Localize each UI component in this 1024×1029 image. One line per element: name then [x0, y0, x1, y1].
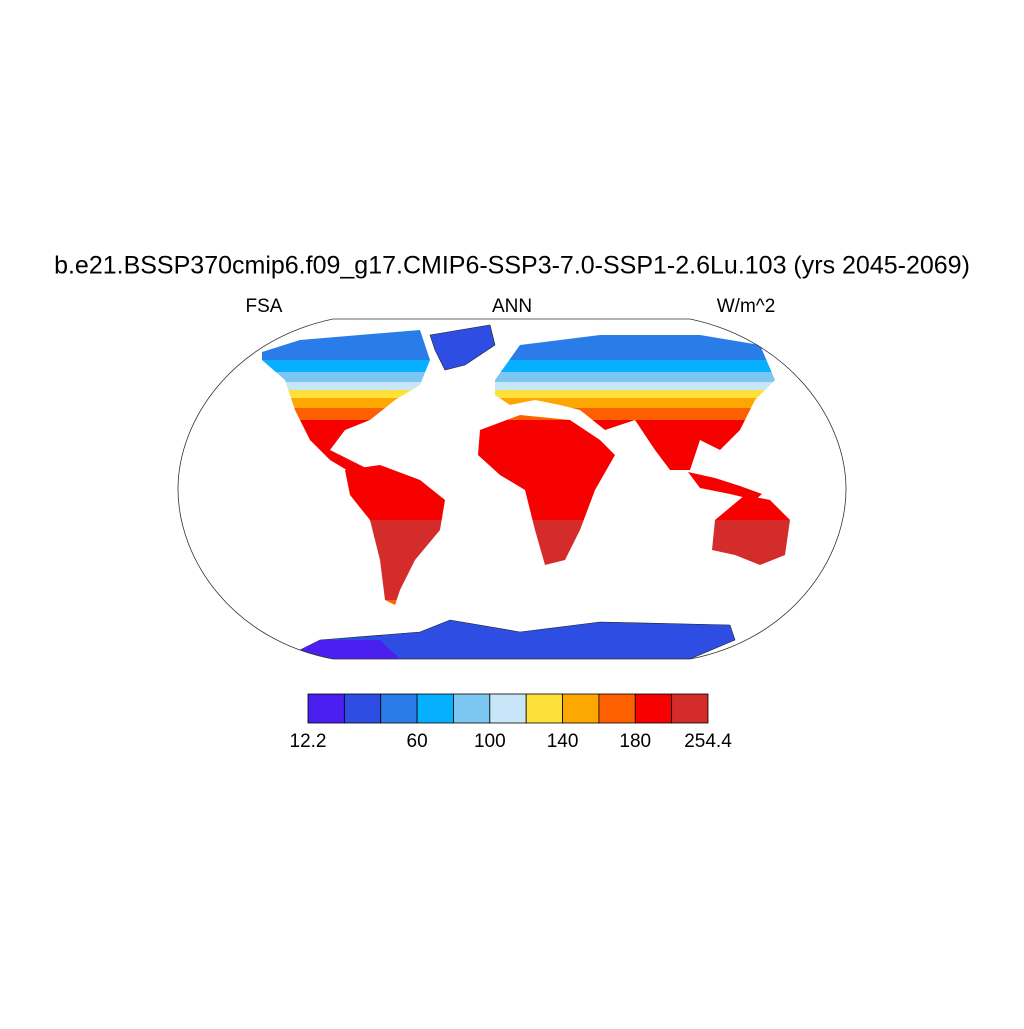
title: b.e21.BSSP370cmip6.f09_g17.CMIP6-SSP3-7.… [54, 252, 970, 280]
colorbar-box [671, 693, 709, 724]
map [262, 324, 790, 659]
left-label: FSA [246, 296, 283, 317]
colorbar-box [380, 693, 418, 724]
colorbar-box [489, 693, 527, 724]
map-border [177, 318, 847, 660]
land-band [262, 382, 790, 390]
land [262, 330, 790, 605]
land-band [262, 390, 790, 398]
colorbar-box [562, 693, 600, 724]
greenland [429, 324, 496, 371]
colorbar-box [453, 693, 491, 724]
land-band [262, 420, 790, 470]
colorbar-box [634, 693, 673, 724]
land-band [262, 470, 790, 520]
center-label: ANN [492, 296, 532, 317]
antarctica-west [300, 640, 400, 659]
land-band [262, 330, 790, 360]
land-band [262, 520, 790, 600]
colorbar-label: 100 [474, 731, 506, 752]
colorbar-box [598, 693, 636, 724]
colorbar: 12.2 60 100 140 180 254.4 [290, 693, 732, 752]
land-band [262, 372, 790, 382]
colorbar-label: 254.4 [684, 731, 732, 752]
land-band [262, 408, 790, 420]
colorbar-label: 12.2 [290, 731, 327, 752]
colorbar-box [525, 693, 563, 724]
colorbar-label: 60 [407, 731, 428, 752]
right-label: W/m^2 [717, 296, 776, 317]
colorbar-box [343, 693, 382, 724]
colorbar-box [416, 693, 454, 724]
colorbar-label: 180 [619, 731, 651, 752]
colorbar-label: 140 [547, 731, 579, 752]
land-band [262, 360, 790, 372]
antarctica [299, 619, 736, 659]
land-band [262, 398, 790, 408]
colorbar-box [307, 693, 345, 724]
